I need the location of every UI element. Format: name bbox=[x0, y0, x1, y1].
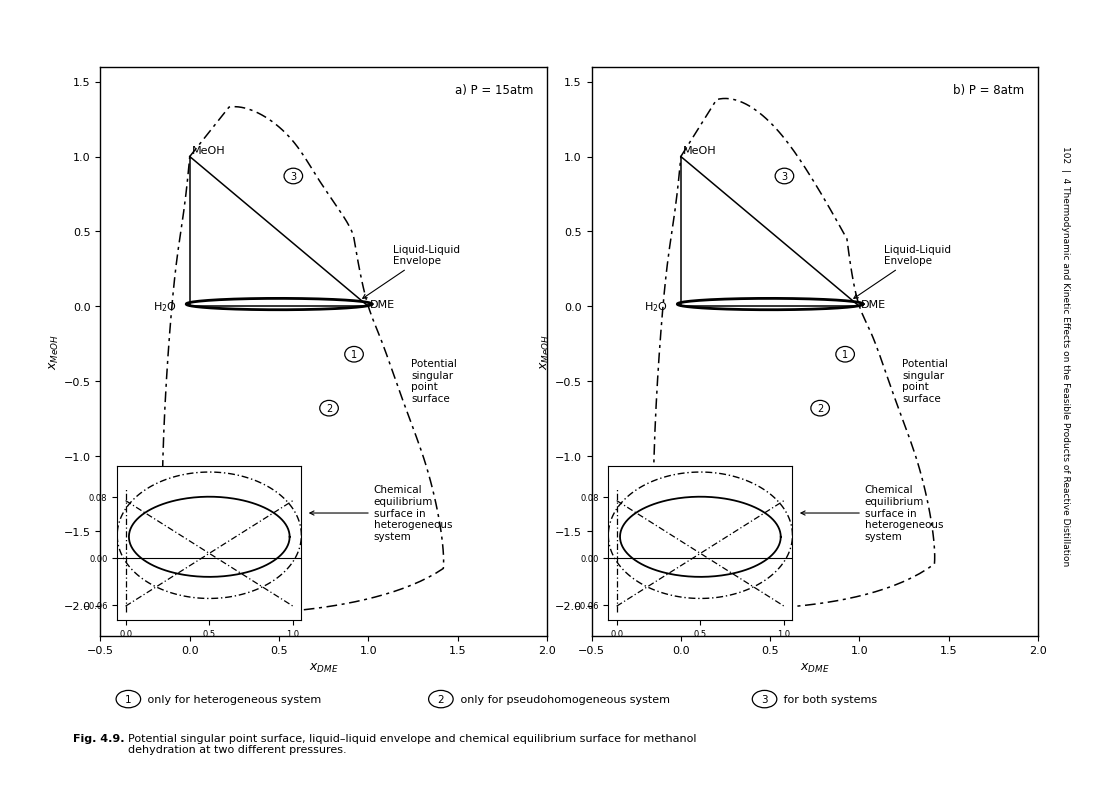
Text: 2: 2 bbox=[817, 404, 824, 413]
Text: Fig. 4.9.: Fig. 4.9. bbox=[73, 733, 124, 743]
Text: 1: 1 bbox=[125, 694, 132, 704]
Text: H$_2$O: H$_2$O bbox=[644, 299, 668, 314]
Text: DME: DME bbox=[862, 300, 886, 310]
Text: 2: 2 bbox=[437, 694, 444, 704]
Text: for both systems: for both systems bbox=[780, 694, 877, 704]
X-axis label: $x_{DME}$: $x_{DME}$ bbox=[800, 661, 829, 675]
Text: Potential
singular
point
surface: Potential singular point surface bbox=[902, 359, 949, 404]
Text: b) P = 8atm: b) P = 8atm bbox=[953, 85, 1024, 97]
Text: Potential
singular
point
surface: Potential singular point surface bbox=[411, 359, 458, 404]
Text: Liquid-Liquid
Envelope: Liquid-Liquid Envelope bbox=[363, 245, 460, 299]
Text: MeOH: MeOH bbox=[192, 145, 225, 156]
Text: 3: 3 bbox=[761, 694, 768, 704]
Text: 2: 2 bbox=[326, 404, 333, 413]
Text: Chemical
equilibrium
surface in
heterogeneous
system: Chemical equilibrium surface in heteroge… bbox=[801, 485, 943, 541]
Text: 3: 3 bbox=[781, 171, 788, 182]
Text: 1: 1 bbox=[350, 349, 357, 359]
Text: MeOH: MeOH bbox=[683, 145, 716, 156]
Text: Chemical
equilibrium
surface in
heterogeneous
system: Chemical equilibrium surface in heteroge… bbox=[310, 485, 452, 541]
Text: Liquid-Liquid
Envelope: Liquid-Liquid Envelope bbox=[854, 245, 951, 299]
Text: 1: 1 bbox=[841, 349, 848, 359]
Text: DME: DME bbox=[371, 300, 395, 310]
Y-axis label: $x_{MeOH}$: $x_{MeOH}$ bbox=[48, 333, 60, 370]
Text: a) P = 15atm: a) P = 15atm bbox=[455, 85, 533, 97]
Text: 3: 3 bbox=[290, 171, 297, 182]
Text: only for heterogeneous system: only for heterogeneous system bbox=[144, 694, 321, 704]
Text: only for pseudohomogeneous system: only for pseudohomogeneous system bbox=[456, 694, 670, 704]
Text: Potential singular point surface, liquid–liquid envelope and chemical equilibriu: Potential singular point surface, liquid… bbox=[128, 733, 696, 754]
X-axis label: $x_{DME}$: $x_{DME}$ bbox=[309, 661, 338, 675]
Y-axis label: $x_{MeOH}$: $x_{MeOH}$ bbox=[539, 333, 551, 370]
Text: 102  |  4 Thermodynamic and Kinetic Effects on the Feasible Products of Reactive: 102 | 4 Thermodynamic and Kinetic Effect… bbox=[1061, 145, 1070, 566]
Text: H$_2$O: H$_2$O bbox=[153, 299, 177, 314]
